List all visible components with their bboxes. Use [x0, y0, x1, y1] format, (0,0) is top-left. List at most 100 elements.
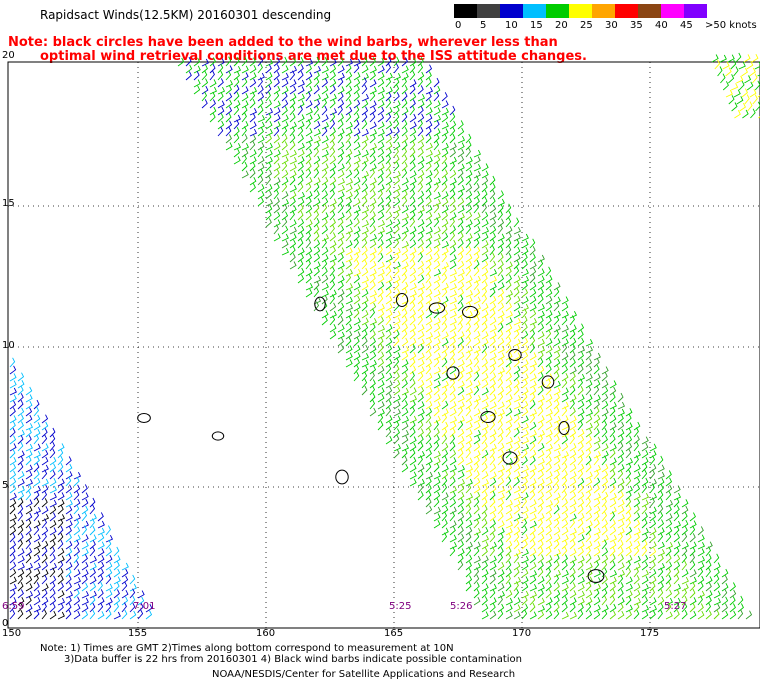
wind-barb [433, 289, 441, 298]
wind-barb [273, 114, 281, 123]
wind-barb [505, 553, 512, 564]
wind-barb [529, 547, 537, 557]
wind-barb [569, 379, 576, 389]
wind-barb [441, 273, 448, 284]
wind-barb [481, 611, 489, 620]
wind-barb [337, 324, 345, 333]
wind-barb [633, 505, 640, 515]
contamination-marker [395, 293, 409, 307]
wind-barb [297, 121, 305, 130]
wind-barb [401, 246, 409, 256]
wind-barb [545, 582, 552, 592]
wind-barb [401, 266, 408, 277]
wind-barb [481, 203, 487, 214]
wind-barb [393, 443, 402, 452]
wind-barb [505, 203, 512, 214]
wind-barb [601, 560, 608, 571]
contamination-marker [541, 375, 555, 389]
wind-barb [289, 163, 297, 172]
wind-barb [393, 336, 400, 347]
wind-barb [321, 274, 329, 284]
wind-barb [609, 443, 617, 452]
wind-barb [145, 603, 153, 613]
wind-barb [681, 569, 689, 578]
wind-barb [17, 407, 25, 417]
wind-barb [481, 526, 489, 536]
wind-barb [337, 65, 345, 74]
wind-barb [481, 541, 489, 550]
wind-barb [649, 541, 657, 550]
wind-barb [545, 393, 553, 403]
wind-barb [473, 316, 480, 326]
wind-barb [273, 219, 281, 228]
wind-barb [281, 198, 290, 207]
wind-barb [537, 498, 545, 508]
wind-barb [425, 358, 433, 368]
wind-barb [57, 505, 64, 515]
wind-barb [281, 191, 289, 200]
wind-barb [441, 527, 449, 536]
wind-barb [585, 400, 592, 410]
wind-barb [497, 302, 505, 312]
wind-barb [465, 296, 473, 305]
wind-barb [9, 357, 16, 368]
wind-barb [345, 203, 352, 214]
wind-barb [97, 568, 104, 578]
wind-barb [81, 569, 89, 578]
wind-barb [345, 226, 354, 235]
wind-barb [369, 330, 376, 340]
wind-barb [313, 280, 320, 291]
wind-barb [385, 344, 393, 354]
wind-barb [417, 331, 425, 340]
wind-barb [489, 385, 496, 396]
wind-barb [89, 609, 96, 620]
colorscale-label: 40 [655, 20, 668, 31]
wind-barb [497, 203, 504, 214]
wind-barb [705, 576, 713, 585]
wind-barb [481, 422, 489, 431]
wind-barb [305, 259, 311, 270]
wind-barb [49, 492, 57, 501]
wind-barb [33, 609, 40, 620]
wind-barb [441, 252, 447, 263]
wind-barb [441, 133, 448, 144]
wind-barb [529, 570, 538, 578]
wind-barb [17, 399, 24, 410]
wind-barb [577, 603, 584, 613]
wind-barb [281, 106, 288, 116]
wind-barb [25, 394, 33, 403]
wind-barb [465, 406, 472, 417]
wind-barb [337, 302, 345, 312]
wind-barb [449, 126, 456, 137]
wind-barb [281, 72, 289, 81]
wind-barb [505, 597, 513, 606]
wind-barb [369, 379, 376, 389]
wind-barb [609, 492, 617, 501]
wind-barb [17, 525, 24, 536]
wind-barb [457, 505, 465, 515]
wind-barb [401, 359, 409, 368]
wind-barb [449, 317, 457, 326]
wind-barb [593, 469, 600, 480]
wind-barb [505, 527, 513, 536]
wind-barb [633, 441, 639, 452]
wind-barb [49, 533, 57, 543]
wind-barb [641, 596, 648, 606]
wind-barb [393, 210, 400, 221]
wind-barb [57, 499, 65, 508]
wind-barb [585, 602, 592, 613]
wind-barb [425, 254, 433, 263]
wind-barb [489, 463, 497, 473]
wind-barb [369, 190, 376, 200]
wind-barb [489, 477, 497, 487]
wind-barb [433, 253, 440, 263]
wind-barb [65, 567, 72, 578]
wind-barb [49, 554, 56, 564]
wind-barb [497, 252, 504, 263]
wind-barb [401, 106, 409, 116]
wind-barb [617, 546, 624, 557]
wind-barb [481, 338, 489, 347]
wind-barb [265, 210, 272, 221]
wind-barb [727, 54, 735, 63]
